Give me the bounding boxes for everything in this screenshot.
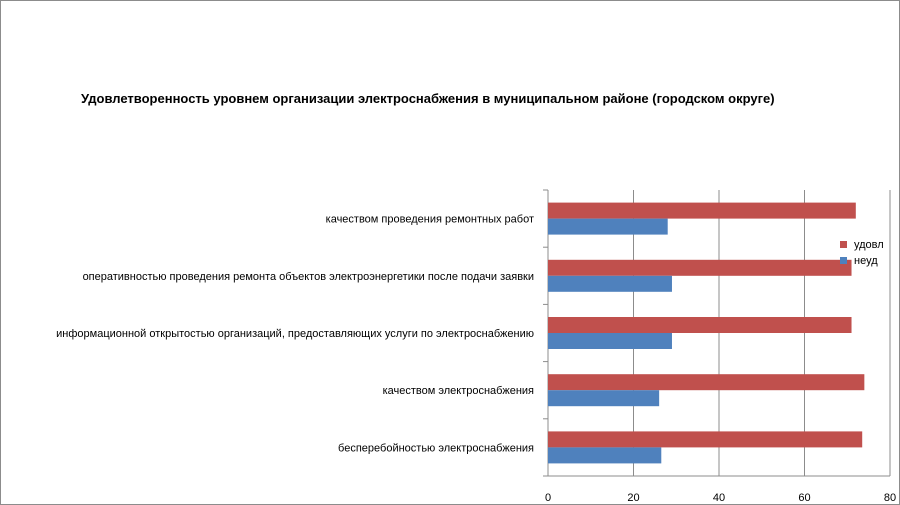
bar-neud [548,275,672,292]
bar-udovl [548,202,856,219]
bar-udovl [548,259,852,276]
category-label: оперативностью проведения ремонта объект… [83,271,534,283]
legend-swatch [840,257,847,264]
legend-label: удовл [854,239,884,251]
category-label: информационной открытостью организаций, … [56,328,534,340]
category-label: качеством электроснабжения [383,385,534,397]
tick-label: 80 [884,492,896,504]
category-label: бесперебойностью электроснабжения [338,442,534,454]
tick-label: 0 [545,492,551,504]
bar-neud [548,447,662,464]
bar-neud [548,390,660,407]
bar-neud [548,218,668,235]
bar-udovl [548,317,852,333]
legend-swatch [840,241,847,248]
category-label: качеством проведения ремонтных работ [326,214,534,226]
bar-udovl [548,431,863,448]
chart-title: Удовлетворенность уровнем организации эл… [81,91,775,106]
bar-neud [548,333,672,349]
tick-label: 20 [627,492,639,504]
tick-label: 40 [713,492,725,504]
bar-udovl [548,374,865,391]
legend-label: неуд [854,255,878,267]
tick-label: 60 [798,492,810,504]
